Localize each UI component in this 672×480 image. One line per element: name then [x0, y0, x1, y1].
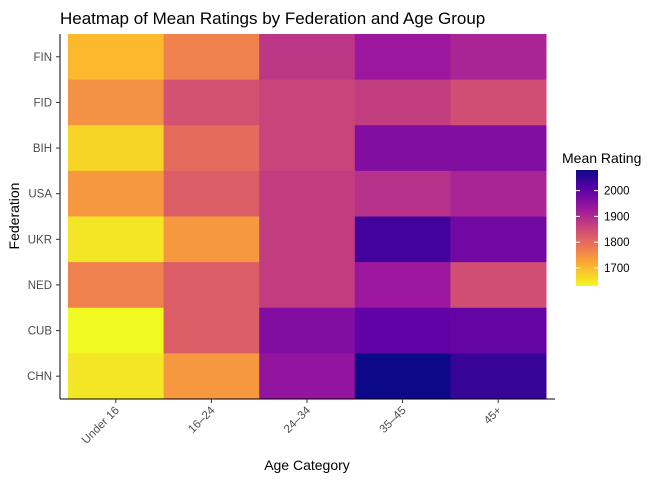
heatmap-cell — [163, 170, 260, 218]
x-axis-ticks: Under 16 16–24 24–34 35–45 45+ — [80, 399, 505, 447]
x-axis-label: Age Category — [264, 457, 350, 473]
x-tick-label: 16–24 — [186, 404, 218, 436]
legend-tick-label: 1900 — [604, 211, 630, 223]
heatmap-cell — [163, 307, 260, 354]
legend-tick-label: 1800 — [604, 237, 630, 249]
y-tick-label: UKR — [28, 234, 52, 246]
heatmap-cell — [163, 79, 260, 126]
heatmap-cell — [354, 216, 451, 263]
y-tick-label: USA — [28, 189, 52, 201]
heatmap-cell — [163, 262, 260, 309]
x-tick-label: 45+ — [482, 404, 504, 426]
heatmap-cell — [354, 353, 451, 400]
legend-colorbar — [576, 170, 598, 286]
heatmap-cell — [68, 170, 165, 218]
color-legend: Mean Rating 1700 1800 1900 2000 — [562, 150, 641, 286]
heatmap-cell — [354, 307, 451, 354]
heatmap-cell — [163, 34, 260, 81]
y-axis-label: Federation — [6, 183, 22, 250]
heatmap-cell — [259, 307, 356, 354]
heatmap-cell — [259, 353, 356, 400]
heatmap-cell — [259, 262, 356, 309]
heatmap-cells — [68, 34, 547, 400]
heatmap-cell — [259, 34, 356, 81]
y-tick-label: BIH — [33, 143, 52, 155]
x-tick-label: Under 16 — [80, 405, 122, 447]
heatmap-cell — [163, 125, 260, 172]
heatmap-cell — [68, 353, 165, 400]
y-tick-label: FID — [33, 97, 52, 109]
heatmap-cell — [354, 170, 451, 218]
x-tick-label: 24–34 — [282, 404, 314, 436]
heatmap-cell — [163, 353, 260, 400]
heatmap-cell — [259, 170, 356, 218]
heatmap-cell — [354, 79, 451, 126]
heatmap-cell — [354, 34, 451, 81]
legend-tick-label: 1700 — [604, 263, 630, 275]
legend-title: Mean Rating — [562, 150, 641, 166]
heatmap-cell — [68, 262, 165, 309]
heatmap-cell — [450, 353, 547, 400]
heatmap-cell — [450, 125, 547, 172]
heatmap-cell — [259, 216, 356, 263]
heatmap-cell — [163, 216, 260, 263]
heatmap-cell — [259, 125, 356, 172]
heatmap-cell — [450, 307, 547, 354]
legend-ticks: 1700 1800 1900 2000 — [576, 186, 630, 275]
heatmap-cell — [450, 170, 547, 218]
legend-tick-label: 2000 — [604, 186, 630, 198]
heatmap-cell — [450, 262, 547, 309]
heatmap-cell — [68, 34, 165, 81]
y-tick-label: NED — [28, 280, 52, 292]
x-tick-label: 35–45 — [378, 405, 409, 436]
heatmap-cell — [450, 216, 547, 263]
chart-title: Heatmap of Mean Ratings by Federation an… — [60, 9, 485, 28]
heatmap-cell — [68, 79, 165, 126]
y-tick-label: CUB — [28, 326, 53, 338]
y-axis-ticks: FIN FID BIH USA UKR NED CUB CHN — [27, 52, 60, 383]
heatmap-cell — [68, 216, 165, 263]
heatmap-cell — [68, 307, 165, 354]
heatmap-cell — [354, 125, 451, 172]
y-tick-label: CHN — [27, 371, 52, 383]
heatmap-cell — [450, 34, 547, 81]
y-tick-label: FIN — [33, 52, 52, 64]
heatmap-cell — [450, 79, 547, 126]
heatmap-cell — [259, 79, 356, 126]
heatmap-cell — [68, 125, 165, 172]
heatmap-cell — [354, 262, 451, 309]
